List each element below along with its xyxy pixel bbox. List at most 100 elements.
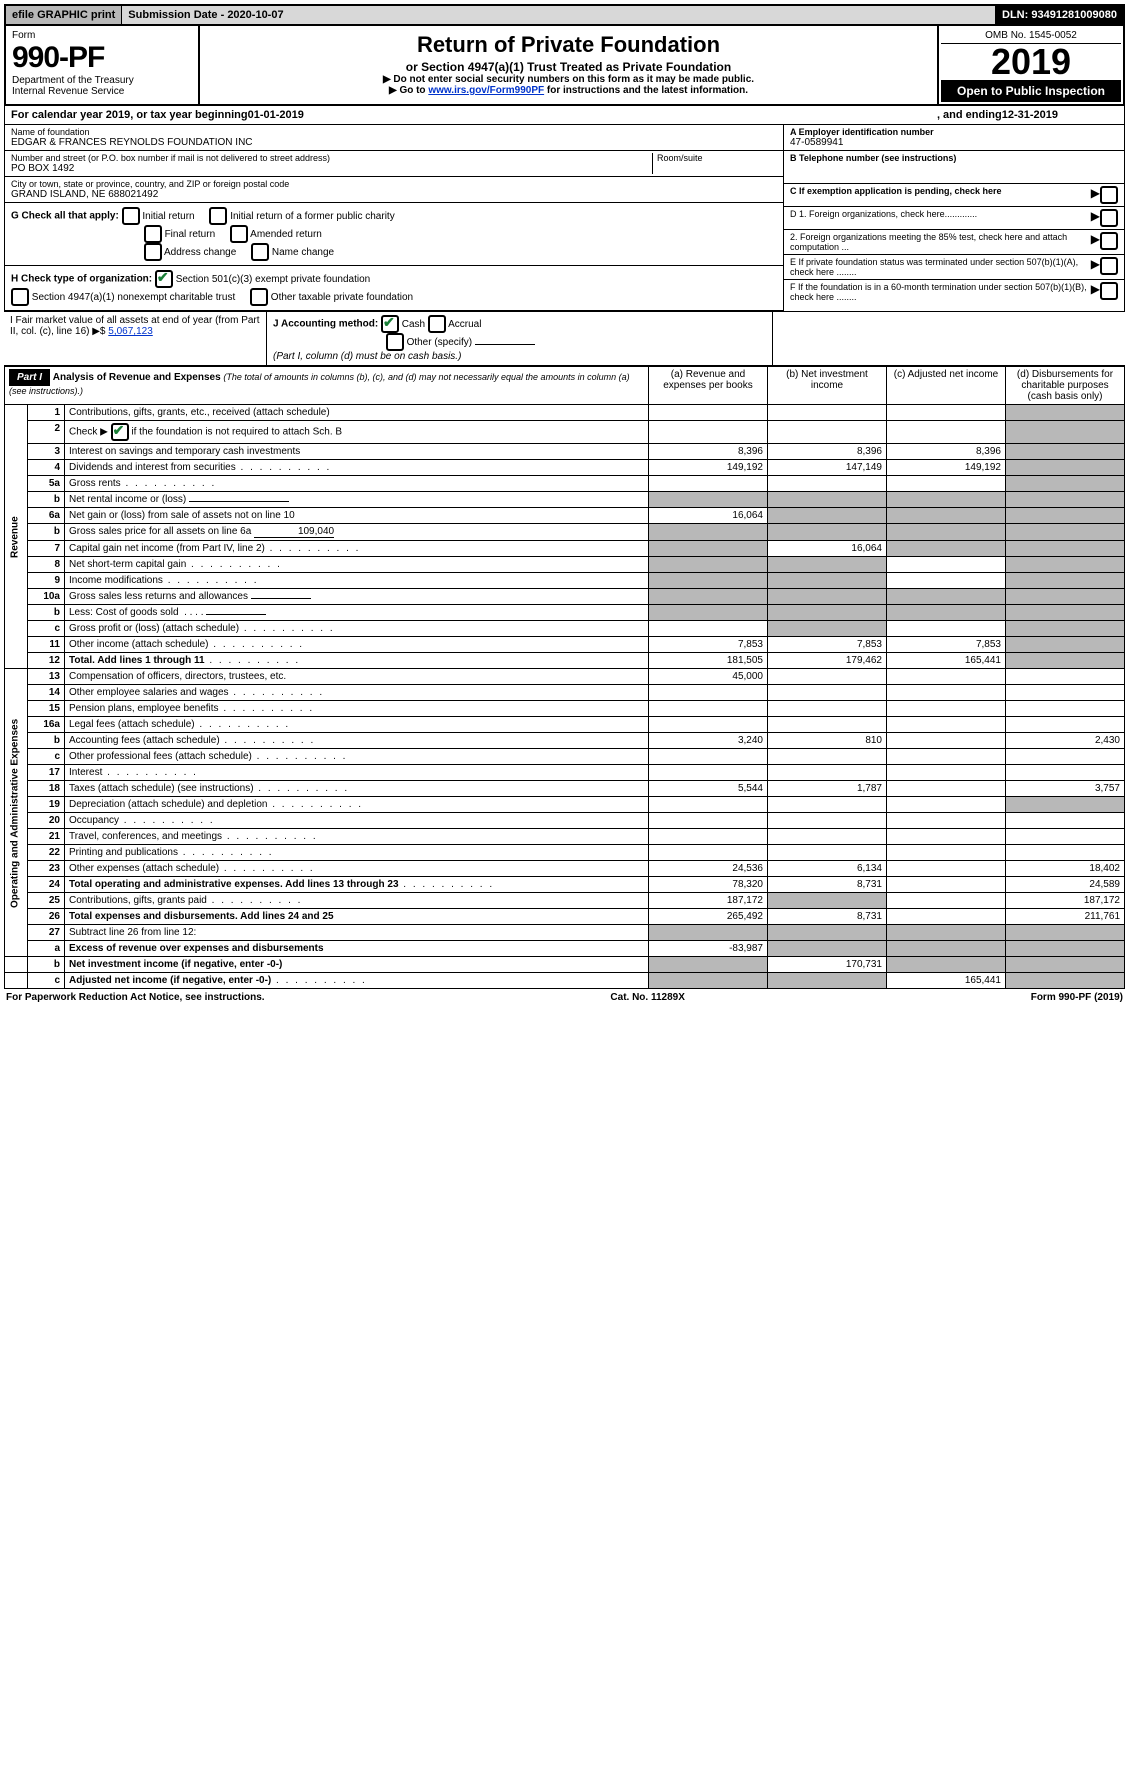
calendar-year-row: For calendar year 2019, or tax year begi… (4, 106, 1125, 125)
part1-label: Part I (9, 369, 50, 386)
line-17: Interest (65, 765, 649, 781)
checkbox-sch-b[interactable] (111, 423, 129, 441)
checkbox-other-taxable[interactable] (250, 288, 268, 306)
footer-right: Form 990-PF (2019) (1031, 992, 1123, 1003)
section-f: F If the foundation is in a 60-month ter… (790, 282, 1091, 302)
col-d-header: (d) Disbursements for charitable purpose… (1006, 367, 1125, 405)
line-16c: Other professional fees (attach schedule… (65, 749, 649, 765)
line-6a: Net gain or (loss) from sale of assets n… (65, 508, 649, 524)
section-d1: D 1. Foreign organizations, check here..… (790, 209, 1091, 219)
tax-year: 2019 (941, 44, 1121, 80)
line-8: Net short-term capital gain (65, 557, 649, 573)
line-13: Compensation of officers, directors, tru… (65, 669, 649, 685)
tel-label: B Telephone number (see instructions) (790, 153, 1118, 163)
line-23: Other expenses (attach schedule) (65, 861, 649, 877)
line-27a: Excess of revenue over expenses and disb… (65, 941, 649, 957)
line-16b: Accounting fees (attach schedule) (65, 733, 649, 749)
part1-title: Analysis of Revenue and Expenses (53, 372, 221, 383)
foundation-name: EDGAR & FRANCES REYNOLDS FOUNDATION INC (11, 137, 777, 148)
checkbox-amended[interactable] (230, 225, 248, 243)
form-title: Return of Private Foundation (204, 32, 933, 58)
checkbox-initial-former[interactable] (209, 207, 227, 225)
line-3: Interest on savings and temporary cash i… (65, 444, 649, 460)
footer-left: For Paperwork Reduction Act Notice, see … (6, 992, 265, 1003)
line-27: Subtract line 26 from line 12: (65, 925, 649, 941)
section-h: H Check type of organization: Section 50… (5, 266, 783, 311)
line-12: Total. Add lines 1 through 11 (65, 653, 649, 669)
year-begin: 01-01-2019 (248, 109, 304, 121)
line-14: Other employee salaries and wages (65, 685, 649, 701)
line-19: Depreciation (attach schedule) and deple… (65, 797, 649, 813)
efile-label: efile GRAPHIC print (6, 6, 122, 24)
section-e: E If private foundation status was termi… (790, 257, 1091, 277)
checkbox-f[interactable] (1100, 282, 1118, 300)
line-21: Travel, conferences, and meetings (65, 829, 649, 845)
checkbox-4947a1[interactable] (11, 288, 29, 306)
line-5b: Net rental income or (loss) (65, 492, 649, 508)
col-c-header: (c) Adjusted net income (887, 367, 1006, 405)
checkbox-initial-return[interactable] (122, 207, 140, 225)
line-10a: Gross sales less returns and allowances (65, 589, 649, 605)
form-link[interactable]: www.irs.gov/Form990PF (428, 85, 544, 96)
line-9: Income modifications (65, 573, 649, 589)
form-header: Form 990-PF Department of the Treasury I… (4, 26, 1125, 106)
checkbox-d2[interactable] (1100, 232, 1118, 250)
address: PO BOX 1492 (11, 163, 652, 174)
line-22: Printing and publications (65, 845, 649, 861)
section-c: C If exemption application is pending, c… (790, 186, 1002, 196)
section-g: G Check all that apply: Initial return I… (5, 203, 783, 266)
checkbox-other-method[interactable] (386, 333, 404, 351)
room-label: Room/suite (657, 153, 777, 163)
part1-table: Part I Analysis of Revenue and Expenses … (4, 366, 1125, 989)
line-10b: Less: Cost of goods sold . . . . (65, 605, 649, 621)
checkbox-name-change[interactable] (251, 243, 269, 261)
form-subtitle: or Section 4947(a)(1) Trust Treated as P… (204, 60, 933, 74)
checkbox-final-return[interactable] (144, 225, 162, 243)
checkbox-c[interactable] (1100, 186, 1118, 204)
footer-mid: Cat. No. 11289X (610, 992, 684, 1003)
line-27b: Net investment income (if negative, ente… (65, 957, 649, 973)
year-end: 12-31-2019 (1002, 109, 1058, 121)
line-25: Contributions, gifts, grants paid (65, 893, 649, 909)
section-d2: 2. Foreign organizations meeting the 85%… (790, 232, 1091, 252)
checkbox-501c3[interactable] (155, 270, 173, 288)
line-27c: Adjusted net income (if negative, enter … (65, 973, 649, 989)
checkbox-d1[interactable] (1100, 209, 1118, 227)
line-5a: Gross rents (65, 476, 649, 492)
line-7: Capital gain net income (from Part IV, l… (65, 541, 649, 557)
line-20: Occupancy (65, 813, 649, 829)
checkbox-cash[interactable] (381, 315, 399, 333)
checkbox-address-change[interactable] (144, 243, 162, 261)
form-number: 990-PF (12, 41, 192, 75)
expenses-label: Operating and Administrative Expenses (5, 669, 28, 957)
revenue-label: Revenue (5, 405, 28, 669)
line-2: Check ▶ if the foundation is not require… (65, 421, 649, 444)
city-label: City or town, state or province, country… (11, 179, 777, 189)
line-26: Total expenses and disbursements. Add li… (65, 909, 649, 925)
line-15: Pension plans, employee benefits (65, 701, 649, 717)
city-state-zip: GRAND ISLAND, NE 688021492 (11, 189, 777, 200)
part1-cash-note: (Part I, column (d) must be on cash basi… (273, 351, 461, 362)
line-10c: Gross profit or (loss) (attach schedule) (65, 621, 649, 637)
checkbox-e[interactable] (1100, 257, 1118, 275)
line-16a: Legal fees (attach schedule) (65, 717, 649, 733)
addr-label: Number and street (or P.O. box number if… (11, 153, 652, 163)
form-label: Form (12, 30, 192, 41)
line-11: Other income (attach schedule) (65, 637, 649, 653)
line-6b: Gross sales price for all assets on line… (65, 524, 649, 541)
fmv-link[interactable]: 5,067,123 (108, 326, 153, 337)
ein-label: A Employer identification number (790, 127, 1118, 137)
page-footer: For Paperwork Reduction Act Notice, see … (4, 989, 1125, 1006)
instr-2: ▶ Go to www.irs.gov/Form990PF for instru… (204, 85, 933, 96)
name-label: Name of foundation (11, 127, 777, 137)
line-1: Contributions, gifts, grants, etc., rece… (65, 405, 649, 421)
entity-info: Name of foundation EDGAR & FRANCES REYNO… (4, 125, 1125, 312)
open-public: Open to Public Inspection (941, 80, 1121, 102)
col-a-header: (a) Revenue and expenses per books (649, 367, 768, 405)
dept-label: Department of the Treasury (12, 75, 192, 86)
instr-1: ▶ Do not enter social security numbers o… (204, 74, 933, 85)
checkbox-accrual[interactable] (428, 315, 446, 333)
ein: 47-0589941 (790, 137, 1118, 148)
line-18: Taxes (attach schedule) (see instruction… (65, 781, 649, 797)
line-4: Dividends and interest from securities (65, 460, 649, 476)
